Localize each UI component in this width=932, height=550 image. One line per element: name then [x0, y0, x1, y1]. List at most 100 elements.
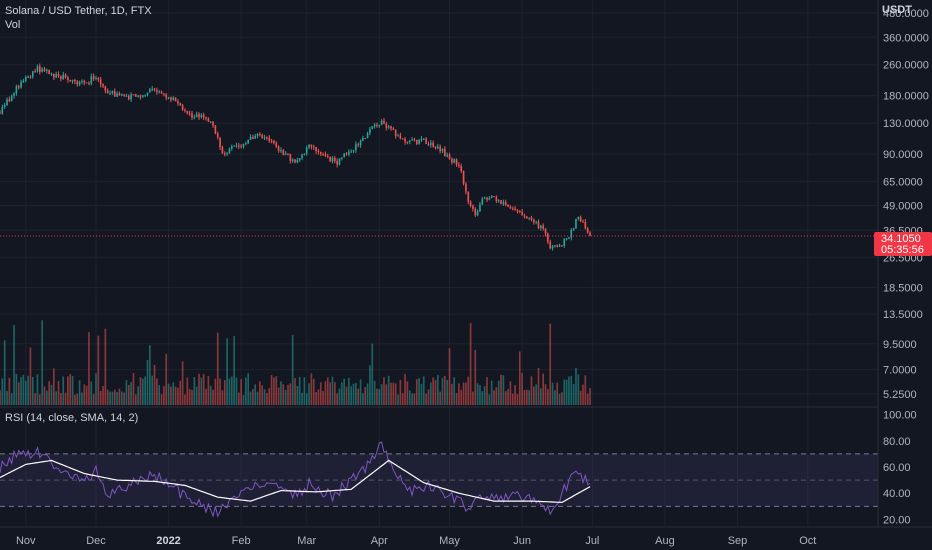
candle-body [139, 95, 142, 97]
volume-bar [425, 393, 427, 405]
time-tick-label: Aug [655, 535, 675, 547]
volume-bar [99, 390, 102, 405]
volume-bar [448, 348, 451, 405]
volume-bar [3, 340, 6, 405]
candle-body [324, 154, 327, 156]
candle-body [132, 94, 135, 96]
candle-body [186, 110, 189, 114]
candle-body [259, 134, 261, 136]
volume-bar [50, 384, 53, 405]
volume-bar [355, 382, 357, 405]
price-tick-label: 480.0000 [883, 8, 929, 20]
candle-body [460, 166, 463, 172]
volume-bar [142, 378, 144, 405]
volume-bar [198, 373, 200, 405]
price-tick-label: 65.0000 [883, 177, 923, 189]
price-tick-label: 49.0000 [883, 200, 923, 212]
volume-bar [113, 389, 116, 405]
candle-body [507, 205, 509, 207]
volume-bar [570, 375, 573, 405]
volume-bar [205, 388, 207, 405]
candle-body [317, 151, 320, 153]
volume-bar [6, 391, 8, 405]
candle-body [434, 146, 437, 149]
candle-body [483, 197, 486, 199]
candle-body [160, 91, 163, 94]
volume-bar [158, 385, 161, 405]
candle-body [282, 150, 285, 155]
price-axis[interactable]: USDT [877, 0, 912, 527]
volume-bar [547, 389, 549, 405]
volume-legend[interactable]: Vol [5, 19, 20, 31]
volume-bar [483, 386, 486, 405]
rsi-tick-label: 60.00 [883, 462, 911, 474]
volume-bar [90, 381, 93, 405]
volume-bar [120, 391, 123, 405]
candle-body [308, 144, 310, 148]
candle-body [392, 128, 395, 130]
volume-bar [528, 390, 530, 405]
volume-bar [458, 383, 460, 405]
volume-bar [556, 382, 559, 405]
symbol-legend[interactable]: Solana / USD Tether, 1D, FTX [5, 5, 152, 17]
candle-body [205, 117, 207, 119]
candle-body [322, 154, 324, 156]
candle-body [10, 95, 13, 101]
volume-bar [462, 382, 465, 405]
volume-bar [413, 393, 416, 405]
volume-bar [177, 387, 179, 405]
candle-body [74, 80, 76, 82]
volume-bar [474, 349, 477, 405]
candle-body [294, 159, 296, 163]
volume-bar [504, 391, 507, 405]
candle-body [453, 159, 456, 163]
candle-body [523, 215, 526, 217]
volume-bar [240, 379, 242, 405]
candle-body [298, 158, 301, 161]
candle-body [88, 83, 90, 85]
candle-body [102, 84, 104, 87]
volume-bar [465, 382, 467, 405]
time-tick-label: Jun [513, 535, 531, 547]
candle-body [511, 208, 514, 210]
candle-body [310, 144, 313, 147]
time-ticks: Nov Dec 2022 Feb Mar Apr May Jun Jul Aug Sep Oct [16, 535, 816, 547]
rsi-legend[interactable]: RSI (14, close, SMA, 14, 2) [5, 412, 138, 424]
candle-body [226, 152, 228, 155]
candle-body [3, 105, 6, 108]
volume-bar [280, 381, 282, 405]
volume-bar [109, 391, 111, 405]
candle-body [291, 159, 294, 161]
volume-bar [27, 375, 29, 405]
candle-body [34, 71, 36, 73]
candle-body [563, 239, 566, 246]
candle-body [568, 237, 570, 239]
candle-body [29, 76, 32, 78]
volume-bar [60, 393, 62, 405]
price-tick-label: 5.2500 [883, 389, 917, 401]
candle-body [85, 82, 88, 84]
candle-body [406, 141, 409, 143]
volume-bar [404, 373, 406, 405]
volume-bar [373, 381, 376, 405]
candle-body [36, 66, 39, 72]
volume-bar [525, 389, 528, 405]
volume-bar [331, 376, 334, 405]
volume-bar [233, 335, 235, 405]
volume-bar [523, 390, 526, 405]
volume-bar [170, 386, 172, 405]
candle-body [156, 90, 158, 92]
volume-bar [67, 376, 69, 405]
volume-bar [43, 386, 46, 405]
candle-body [301, 154, 303, 159]
volume-bar [392, 382, 395, 405]
candle-body [579, 216, 582, 222]
candle-body [284, 153, 287, 155]
candle-series[interactable] [0, 63, 591, 251]
rsi-pane[interactable] [0, 406, 878, 518]
candle-body [263, 137, 266, 139]
last-price-value: 34.1050 [881, 233, 921, 245]
volume-bar [294, 378, 296, 405]
volume-bar [83, 384, 86, 405]
